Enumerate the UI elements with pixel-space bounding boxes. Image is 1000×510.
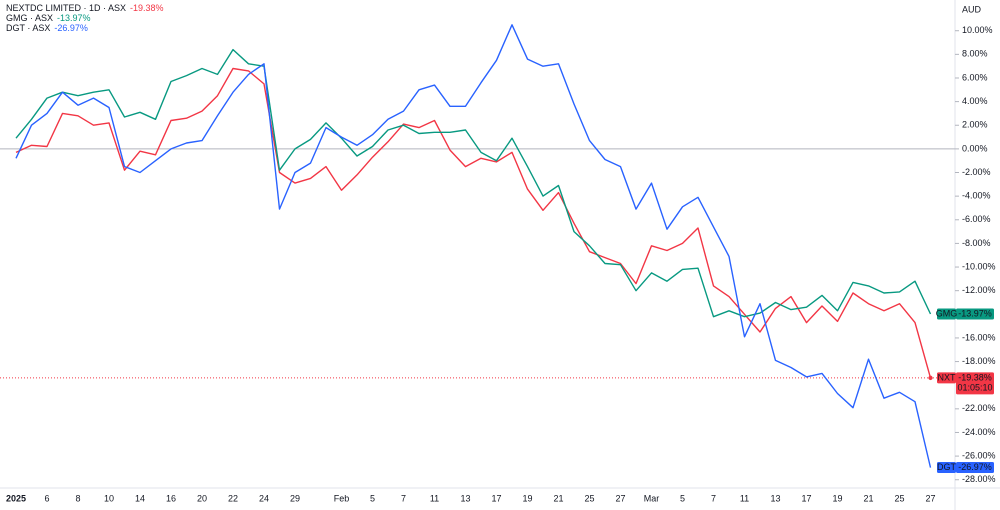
series-line <box>15 48 932 318</box>
series-tag <box>937 308 956 320</box>
x-tick-label: 21 <box>863 493 873 503</box>
legend-entry: GMG · ASX -13.97% <box>6 13 91 23</box>
x-tick-label: Mar <box>644 493 660 503</box>
x-tick-label: 17 <box>801 493 811 503</box>
x-tick-label: 7 <box>401 493 406 503</box>
y-tick-label: 0.00% <box>962 143 988 153</box>
x-tick-label: 27 <box>925 493 935 503</box>
y-tick-label: -16.00% <box>962 332 996 342</box>
y-tick-label: 10.00% <box>962 25 993 35</box>
x-tick-label: 11 <box>740 493 749 503</box>
y-tick-label: -24.00% <box>962 427 996 437</box>
x-tick-label: 21 <box>553 493 563 503</box>
x-tick-label: 29 <box>290 493 300 503</box>
x-tick-label: 11 <box>430 493 439 503</box>
legend-name: DGT · ASX <box>6 23 50 33</box>
x-tick-label: 16 <box>166 493 176 503</box>
x-tick-label: 6 <box>44 493 49 503</box>
y-tick-label: -4.00% <box>962 191 991 201</box>
legend-change: -19.38% <box>130 3 164 13</box>
x-tick-label: 25 <box>584 493 594 503</box>
x-tick-label: 13 <box>460 493 470 503</box>
y-tick-label: -8.00% <box>962 238 991 248</box>
legend-change: -13.97% <box>57 13 91 23</box>
legend-name: NEXTDC LIMITED · 1D · ASX <box>6 3 126 13</box>
series-tag-label: GMG <box>936 308 958 318</box>
legend-name: GMG · ASX <box>6 13 53 23</box>
countdown: 01:05:10 <box>957 382 992 392</box>
series-tag <box>937 462 956 474</box>
y-tick-label: -22.00% <box>962 403 996 413</box>
series-tag-label: DGT <box>937 462 957 472</box>
y-tick-label: -26.00% <box>962 450 996 460</box>
y-tick-label: -28.00% <box>962 474 996 484</box>
y-tick-label: -10.00% <box>962 261 996 271</box>
x-tick-label: 13 <box>770 493 780 503</box>
y-tick-label: -2.00% <box>962 167 991 177</box>
x-tick-label: 19 <box>522 493 532 503</box>
price-tag <box>956 372 994 395</box>
series-line <box>15 24 932 468</box>
x-tick-label: Feb <box>334 493 350 503</box>
legend-change: -26.97% <box>54 23 88 33</box>
x-tick-label: 17 <box>491 493 501 503</box>
x-tick-label: 14 <box>135 493 145 503</box>
x-tick-label: 24 <box>259 493 269 503</box>
y-tick-label: 2.00% <box>962 120 988 130</box>
x-tick-label: 8 <box>75 493 80 503</box>
x-tick-label: 5 <box>680 493 685 503</box>
x-tick-label: 25 <box>894 493 904 503</box>
y-tick-label: 8.00% <box>962 49 988 59</box>
price-tag-label: -13.97% <box>958 308 992 318</box>
x-tick-label: 20 <box>197 493 207 503</box>
legend-entry: DGT · ASX -26.97% <box>6 23 88 33</box>
series-tag <box>937 372 956 384</box>
y-tick-label: 6.00% <box>962 72 988 82</box>
last-point <box>928 375 933 381</box>
y-tick-label: -6.00% <box>962 214 991 224</box>
x-tick-label: 7 <box>711 493 716 503</box>
x-tick-label: 5 <box>370 493 375 503</box>
currency-label: AUD <box>962 4 982 14</box>
legend-entry: NEXTDC LIMITED · 1D · ASX -19.38% <box>6 3 164 13</box>
x-tick-label: 27 <box>615 493 625 503</box>
y-tick-label: 4.00% <box>962 96 988 106</box>
series-tag-label: NXT <box>938 372 957 382</box>
series-line <box>15 67 932 379</box>
y-tick-label: -18.00% <box>962 356 996 366</box>
price-tag <box>956 462 994 474</box>
x-tick-label: 2025 <box>6 493 26 503</box>
x-tick-label: 10 <box>104 493 114 503</box>
price-tag-label: -26.97% <box>958 462 992 472</box>
x-tick-label: 22 <box>228 493 238 503</box>
price-tag <box>956 308 994 320</box>
y-tick-label: -12.00% <box>962 285 996 295</box>
x-tick-label: 19 <box>832 493 842 503</box>
price-tag-label: -19.38% <box>958 372 992 382</box>
